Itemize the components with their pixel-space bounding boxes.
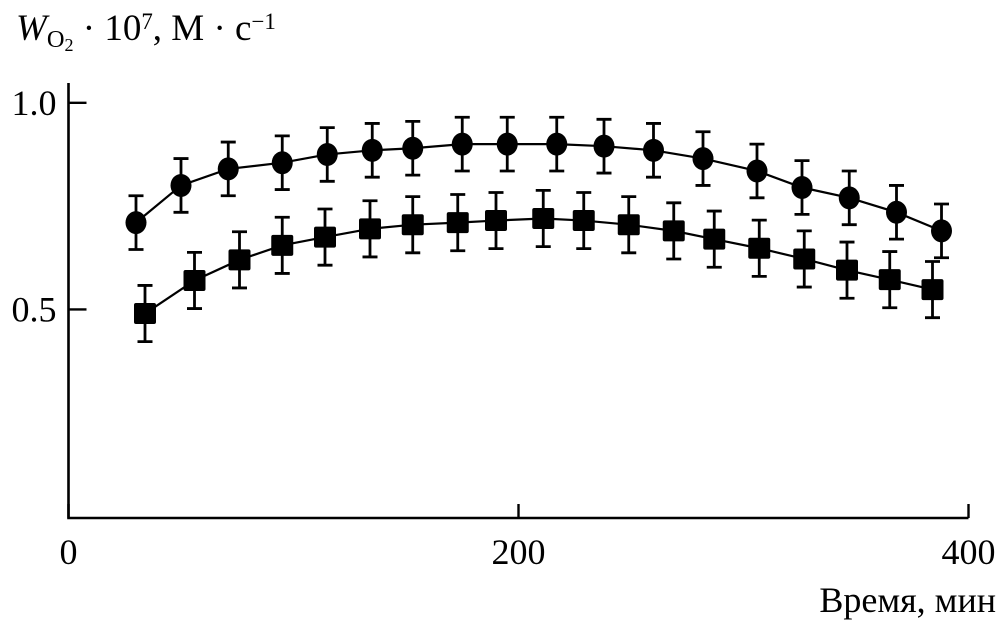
data-point-circle <box>838 186 860 210</box>
y-axis-variable: W <box>16 8 47 49</box>
data-point-circle <box>316 142 338 166</box>
data-point-square <box>359 218 381 240</box>
data-point-circle <box>217 157 239 181</box>
y-axis-variable-subscript: O <box>46 25 65 53</box>
data-point-square <box>271 234 294 256</box>
data-point-square <box>401 214 424 236</box>
data-point-circle <box>931 219 952 243</box>
x-axis-tick-label: 0 <box>60 532 78 572</box>
data-point-circle <box>886 200 907 224</box>
data-point-square <box>446 212 469 234</box>
axis-lines <box>67 83 969 520</box>
series-squares <box>134 188 944 344</box>
data-point-circle <box>402 136 424 160</box>
data-point-square <box>878 269 901 291</box>
data-point-square <box>836 259 858 281</box>
y-axis-tick-label: 0.5 <box>12 289 57 329</box>
y-axis-title: WO2 · 107, М · с−1 <box>16 8 276 54</box>
data-point-square <box>748 237 771 259</box>
data-point-circle <box>125 211 147 235</box>
data-point-square <box>134 303 156 325</box>
data-point-square <box>532 207 555 229</box>
data-point-circle <box>170 173 192 197</box>
y-axis-units: , М · с <box>152 8 252 49</box>
data-point-circle <box>746 159 768 183</box>
data-point-circle <box>496 132 518 156</box>
data-point-square <box>921 279 944 301</box>
x-axis-tick-label: 200 <box>492 532 546 572</box>
data-point-circle <box>791 176 813 200</box>
x-axis-tick-label: 400 <box>942 532 996 572</box>
data-point-square <box>793 248 816 270</box>
data-point-circle <box>546 132 568 156</box>
data-point-square <box>662 220 685 242</box>
data-point-circle <box>692 147 714 171</box>
y-axis-multiplier: · 10 <box>73 8 142 49</box>
data-point-circle <box>361 138 383 162</box>
data-point-circle <box>643 138 664 162</box>
data-point-square <box>572 210 595 232</box>
data-point-square <box>228 249 251 271</box>
data-point-square <box>703 228 726 250</box>
series-circles <box>125 115 952 260</box>
y-axis-units-exponent: −1 <box>251 9 276 34</box>
y-axis-tick-label: 1.0 <box>12 83 57 123</box>
data-point-circle <box>451 132 473 156</box>
data-point-circle <box>593 134 615 158</box>
data-point-square <box>183 269 206 291</box>
y-axis-variable-sub-subscript: 2 <box>64 34 74 55</box>
data-point-square <box>617 214 640 236</box>
data-point-circle <box>271 151 293 175</box>
data-point-square <box>314 226 336 248</box>
y-axis-exponent: 7 <box>141 9 153 34</box>
x-axis-title: Время, мин <box>819 580 996 620</box>
data-point-square <box>485 210 507 232</box>
